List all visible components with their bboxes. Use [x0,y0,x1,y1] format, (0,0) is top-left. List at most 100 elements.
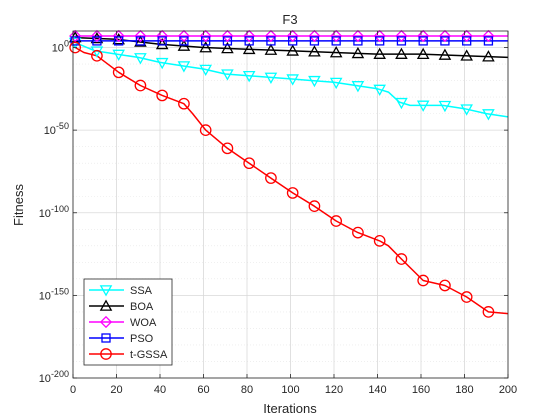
x-tick-label: 20 [110,384,122,396]
data-point-pso [309,36,320,46]
data-point-woa [221,29,234,43]
data-point-ssa [199,64,212,77]
x-tick-label: 180 [455,384,473,396]
data-point-pso [222,36,233,46]
data-point-t-gssa [352,226,364,239]
data-point-ssa [438,100,452,113]
data-point-boa [395,47,408,59]
data-point-boa [329,46,343,58]
data-point-t-gssa [460,291,473,303]
data-point-pso [135,36,146,46]
data-point-woa [330,29,343,43]
data-point-t-gssa [156,89,169,102]
y-tick-label: 10-50 [44,121,69,137]
data-point-t-gssa [439,279,451,292]
data-point-woa [112,29,125,43]
series-markers [68,29,495,318]
data-point-ssa [308,75,321,88]
data-point-boa [351,46,365,59]
data-point-ssa [242,70,256,83]
x-tick-label: 0 [70,384,76,396]
data-point-pso [462,36,472,46]
data-point-t-gssa [482,306,495,318]
x-tick-label: 200 [499,384,517,396]
data-point-woa [308,29,321,43]
series-line-ssa [74,41,509,118]
data-point-t-gssa [243,157,256,170]
data-point-t-gssa [69,41,82,54]
y-tick-label: 10-100 [39,204,69,220]
data-point-ssa [264,72,278,84]
data-point-pso [418,36,428,46]
data-point-boa [460,49,473,61]
data-point-boa [373,47,386,59]
data-point-t-gssa [373,235,386,247]
data-point-pso [353,36,363,46]
data-point-woa [438,29,452,43]
data-point-pso [114,36,124,46]
data-point-ssa [373,84,386,97]
data-point-boa [308,45,321,57]
data-point-pso [483,36,494,46]
data-point-ssa [134,53,147,65]
data-point-t-gssa [417,274,430,287]
data-point-woa [199,29,212,43]
y-tick-label: 100 [52,39,69,55]
x-tick-label: 140 [368,384,386,396]
series-line-t-gssa [74,46,509,315]
y-tick-label-text: 10-100 [39,204,69,220]
data-point-t-gssa [286,187,299,199]
data-point-woa [395,29,408,43]
legend-marker-ssa [99,285,113,297]
data-point-woa [373,29,386,43]
data-point-boa [286,44,299,56]
data-point-ssa [351,81,365,93]
data-point-pso [396,36,407,46]
data-point-t-gssa [199,124,212,136]
data-point-pso [92,36,102,46]
data-point-t-gssa [265,172,277,184]
data-point-ssa [395,97,408,110]
data-point-boa [242,42,256,55]
y-tick-label-text: 10-150 [39,286,69,302]
series-lines [74,35,509,315]
data-point-pso [244,36,254,46]
watermark: CSDN @心 升明月 [446,395,553,409]
data-point-pso [288,36,298,46]
x-tick-label: 80 [241,384,253,396]
y-tick-label-text: 10-50 [44,121,69,137]
legend-label-ssa: SSA [130,285,153,297]
x-tick-label: 60 [197,384,209,396]
data-point-woa [482,29,495,43]
data-point-pso [375,36,385,46]
x-tick-label: 40 [154,384,166,396]
legend-marker-woa [99,315,113,329]
data-point-boa [264,43,278,55]
data-point-pso [331,36,341,46]
data-point-woa [264,29,278,43]
axis-ticks [72,31,509,379]
data-point-woa [460,29,473,43]
data-point-woa [351,29,365,43]
data-point-pso [440,36,450,46]
legend-marker-boa [99,299,113,311]
data-point-ssa [482,109,495,121]
y-tick-labels: 100 10-50 10-100 10-150 10-200 [39,39,69,385]
legend-marker-pso [101,333,111,343]
data-point-woa [69,29,82,43]
data-point-t-gssa [134,79,147,92]
legend-label-t-gssa: t-GSSA [130,349,168,361]
data-point-t-gssa [221,142,234,155]
x-tick-label: 160 [412,384,430,396]
data-point-boa [438,48,452,60]
data-point-boa [134,35,147,47]
data-point-boa [482,50,495,62]
data-point-t-gssa [308,200,321,213]
data-point-pso [179,36,189,46]
data-point-woa [243,29,256,43]
legend-label-woa: WOA [130,317,157,329]
data-point-pso [266,36,276,46]
data-point-ssa [155,57,169,70]
y-tick-label: 10-200 [39,369,69,385]
x-tick-label: 120 [325,384,343,396]
